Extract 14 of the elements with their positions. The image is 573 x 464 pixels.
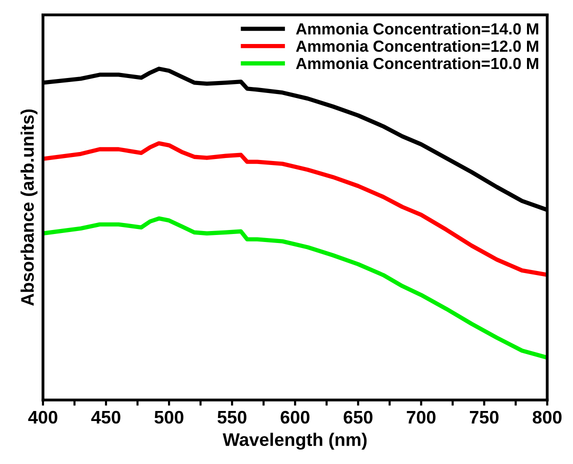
x-tick-label: 550 bbox=[218, 410, 246, 424]
x-tick-label: 750 bbox=[470, 410, 499, 424]
legend-label: Ammonia Concentration=12.0 M bbox=[296, 40, 538, 52]
x-tick-label: 800 bbox=[532, 410, 562, 424]
x-tick-label: 650 bbox=[344, 410, 372, 424]
legend-label: Ammonia Concentration=10.0 M bbox=[296, 57, 538, 70]
x-tick-label: 600 bbox=[280, 410, 310, 424]
x-tick-label: 450 bbox=[91, 410, 120, 424]
x-tick-label: 500 bbox=[154, 410, 184, 424]
x-axis-title: Wavelength (nm) bbox=[222, 432, 367, 450]
x-tick-label: 400 bbox=[28, 410, 58, 424]
legend-label: Ammonia Concentration=14.0 M bbox=[296, 22, 538, 35]
y-axis-title: Absorbance (arb.units) bbox=[20, 109, 38, 306]
x-tick-label: 700 bbox=[406, 410, 436, 424]
